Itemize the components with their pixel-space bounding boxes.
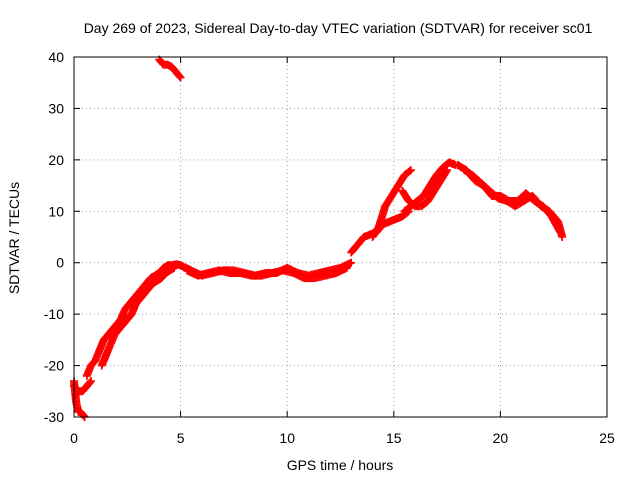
chart-title: Day 269 of 2023, Sidereal Day-to-day VTE… — [84, 20, 593, 36]
data-point — [87, 377, 96, 385]
grid-lines — [74, 57, 607, 417]
y-tick-label: -10 — [44, 306, 64, 322]
axis-ticks — [73, 56, 608, 418]
x-tick-label: 0 — [70, 430, 78, 446]
data-point — [175, 72, 184, 81]
x-tick-label: 10 — [279, 430, 295, 446]
y-tick-label: -20 — [44, 358, 64, 374]
x-tick-label: 5 — [177, 430, 185, 446]
data-point — [558, 233, 567, 241]
x-axis-label: GPS time / hours — [287, 457, 394, 473]
y-tick-label: 40 — [48, 49, 64, 65]
x-tick-label: 20 — [493, 430, 509, 446]
data-point — [176, 73, 185, 82]
y-tick-label: 0 — [56, 255, 64, 271]
data-points — [70, 55, 567, 421]
y-axis-label: SDTVAR / TECUs — [6, 182, 22, 294]
data-point — [86, 378, 95, 386]
plot-frame — [73, 56, 608, 418]
data-point — [406, 166, 415, 175]
data-point — [347, 258, 356, 267]
data-point — [170, 263, 179, 272]
x-tick-label: 15 — [386, 430, 402, 446]
tick-labels: 0 5 10 15 20 25 -30 -20 -10 0 10 20 30 40 — [44, 49, 615, 446]
y-tick-label: -30 — [44, 409, 64, 425]
y-tick-label: 30 — [48, 100, 64, 116]
data-point — [405, 167, 414, 175]
y-tick-label: 20 — [48, 152, 64, 168]
x-tick-label: 25 — [599, 430, 615, 446]
data-point — [443, 166, 452, 175]
data-point — [442, 167, 451, 176]
data-point — [342, 263, 351, 272]
y-tick-label: 10 — [48, 203, 64, 219]
